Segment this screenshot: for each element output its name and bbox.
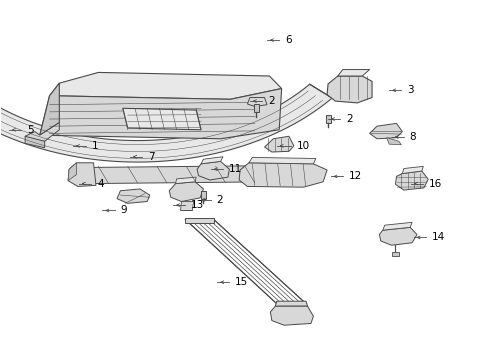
Polygon shape [265,136,294,152]
Polygon shape [180,202,194,211]
Polygon shape [249,157,316,164]
Polygon shape [68,163,76,181]
Text: 2: 2 [268,96,274,106]
Text: 10: 10 [297,141,310,151]
Polygon shape [383,222,412,230]
Polygon shape [201,157,223,164]
Polygon shape [254,104,259,112]
Polygon shape [392,252,399,256]
Text: 11: 11 [229,164,242,174]
Text: 5: 5 [27,125,34,135]
Polygon shape [117,189,150,203]
Text: 13: 13 [191,200,204,210]
Polygon shape [326,115,331,123]
Text: 2: 2 [217,195,223,205]
Text: 12: 12 [348,171,362,181]
Polygon shape [197,161,229,180]
Text: 8: 8 [410,132,416,142]
Polygon shape [239,163,327,187]
Text: 16: 16 [429,179,442,189]
Polygon shape [395,171,428,190]
Polygon shape [201,191,206,199]
Polygon shape [402,166,423,174]
Polygon shape [369,123,402,139]
Polygon shape [275,301,308,306]
Polygon shape [387,138,401,145]
Polygon shape [247,98,267,107]
Text: 4: 4 [97,179,103,189]
Text: 6: 6 [285,35,292,45]
Polygon shape [270,306,314,325]
Text: 9: 9 [121,206,127,216]
Polygon shape [169,182,203,202]
Text: 7: 7 [148,152,155,162]
Polygon shape [338,69,369,76]
Text: 2: 2 [346,114,353,124]
Text: 1: 1 [92,141,98,151]
Text: 14: 14 [432,232,445,242]
Polygon shape [0,84,332,162]
Polygon shape [68,163,96,186]
Polygon shape [40,89,282,139]
Text: 15: 15 [235,277,248,287]
Polygon shape [123,108,201,130]
Polygon shape [185,218,214,223]
Polygon shape [379,227,417,245]
Polygon shape [49,72,282,99]
Polygon shape [79,166,279,184]
Text: 3: 3 [407,85,414,95]
Polygon shape [25,123,59,141]
Polygon shape [25,136,45,148]
Polygon shape [40,83,59,135]
Polygon shape [175,177,196,184]
Polygon shape [327,76,372,103]
